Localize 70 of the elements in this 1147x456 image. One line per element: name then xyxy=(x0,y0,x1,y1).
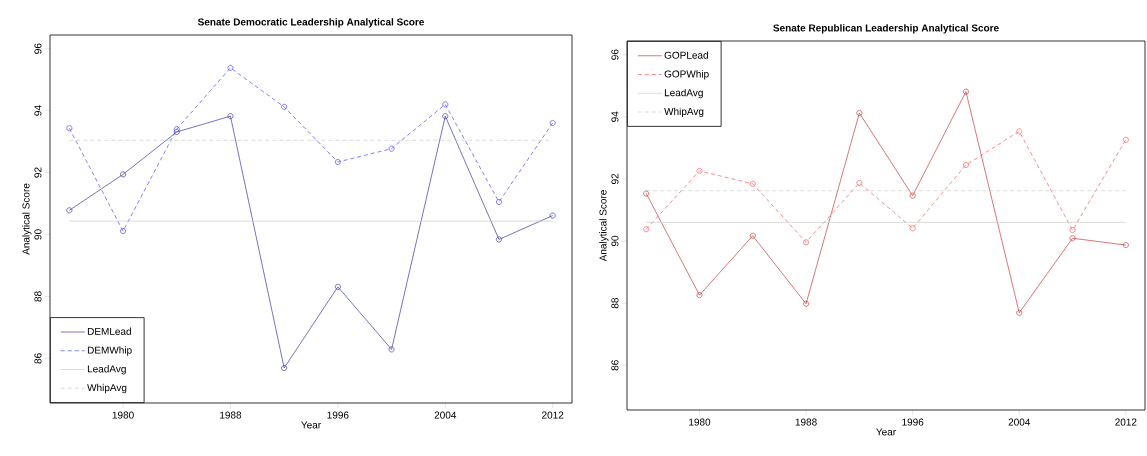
x-tick-label: 1988 xyxy=(795,418,817,426)
point xyxy=(496,199,502,205)
point xyxy=(909,192,916,199)
point xyxy=(334,159,341,165)
legend-label: DEMWhip xyxy=(87,346,132,356)
point xyxy=(963,161,969,168)
point xyxy=(696,167,703,174)
point xyxy=(803,300,810,307)
x-tick-label: 1980 xyxy=(112,411,134,419)
point xyxy=(388,145,395,152)
point xyxy=(227,113,234,120)
y-tick-label: 94 xyxy=(34,105,42,116)
y-axis-title: Analytical Score xyxy=(599,190,609,262)
point xyxy=(281,365,288,371)
point xyxy=(442,101,449,108)
legend-label: DEMLead xyxy=(87,327,131,335)
chart-title: Senate Republican Leadership Analytical Score xyxy=(773,24,999,34)
point xyxy=(856,110,863,117)
point xyxy=(281,103,288,110)
point xyxy=(496,236,502,243)
legend-label: GOPLead xyxy=(664,51,708,59)
x-tick-label: 2004 xyxy=(434,411,457,419)
point xyxy=(120,228,126,235)
point xyxy=(749,232,756,239)
point xyxy=(1069,235,1076,242)
y-tick-label: 96 xyxy=(611,49,619,60)
y-tick-label: 94 xyxy=(611,111,619,122)
y-tick-label: 88 xyxy=(34,291,42,302)
y-tick-label: 90 xyxy=(611,235,619,247)
point xyxy=(1016,309,1023,316)
point xyxy=(963,88,969,95)
x-tick-label: 1996 xyxy=(902,418,924,426)
x-tick-label: 1996 xyxy=(327,411,349,419)
y-tick-label: 92 xyxy=(34,167,42,178)
point xyxy=(442,113,449,120)
y-tick-label: 86 xyxy=(611,360,619,371)
y-tick-label: 96 xyxy=(34,43,42,54)
legend-label: WhipAvg xyxy=(664,107,704,117)
point xyxy=(909,225,916,232)
point xyxy=(334,283,341,290)
point xyxy=(856,180,863,186)
point xyxy=(1122,136,1129,143)
y-axis-title: Analytical Score xyxy=(22,183,32,255)
point xyxy=(388,346,395,353)
point xyxy=(120,171,126,178)
point xyxy=(1016,128,1023,135)
x-tick-label: 2004 xyxy=(1008,418,1031,426)
x-tick-label: 1988 xyxy=(220,411,242,419)
legend-label: LeadAvg xyxy=(87,365,126,375)
y-tick-label: 86 xyxy=(34,353,42,364)
chart-title: Senate Democratic Leadership Analytical Score xyxy=(197,18,425,28)
x-axis-title: Year xyxy=(876,428,896,436)
point xyxy=(1069,227,1076,234)
y-tick-label: 92 xyxy=(611,173,619,184)
y-tick-label: 90 xyxy=(34,229,42,240)
x-axis-title: Year xyxy=(301,421,321,429)
point xyxy=(696,292,703,299)
point xyxy=(549,120,556,126)
point xyxy=(66,125,73,132)
y-tick-label: 88 xyxy=(611,298,619,309)
x-tick-label: 2012 xyxy=(542,411,564,419)
point xyxy=(643,226,650,233)
x-tick-label: 2012 xyxy=(1115,418,1137,426)
legend-label: GOPWhip xyxy=(664,70,709,80)
legend-label: LeadAvg xyxy=(664,88,703,99)
x-tick-label: 1980 xyxy=(689,418,711,426)
point xyxy=(227,64,234,71)
legend-label: WhipAvg xyxy=(87,383,127,394)
point xyxy=(803,239,810,246)
point xyxy=(749,180,756,187)
